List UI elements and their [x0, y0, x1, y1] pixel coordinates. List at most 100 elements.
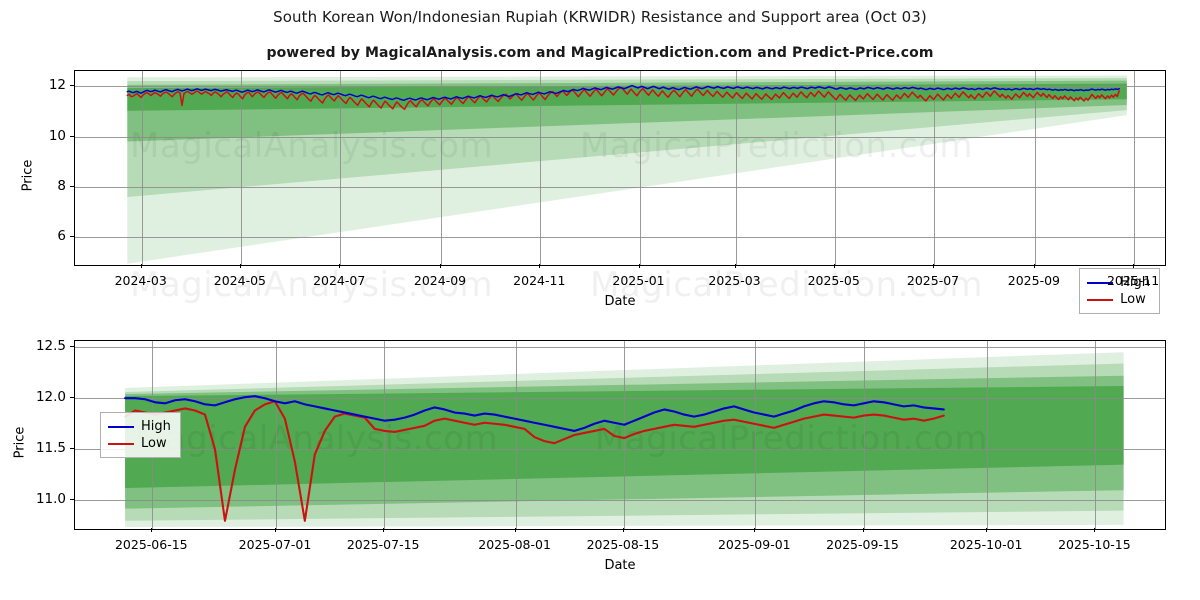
gridline-horizontal: [75, 449, 1165, 451]
legend-swatch-high-icon: [1087, 281, 1114, 284]
lower-legend: High Low: [100, 412, 181, 458]
x-tick-label: 2025-10-15: [1058, 537, 1131, 552]
x-tick-label: 2025-09-15: [826, 537, 899, 552]
legend-label-high: High: [141, 419, 171, 434]
y-tick-label: 11.0: [35, 491, 66, 508]
legend-item-low: Low: [1087, 291, 1150, 308]
gridline-vertical: [540, 71, 542, 265]
x-tick: [275, 528, 276, 532]
x-tick: [986, 528, 988, 532]
upper-plot-area: MagicalAnalysis.com MagicalPrediction.com: [74, 70, 1166, 266]
gridline-vertical: [1095, 341, 1097, 529]
lower-x-axis-title: Date: [604, 558, 636, 573]
series-line-high: [126, 84, 1120, 101]
gridline-vertical: [735, 71, 737, 265]
y-tick: [70, 236, 74, 238]
x-tick: [1133, 264, 1135, 268]
x-tick-label: 2025-10-01: [949, 537, 1023, 552]
series-layer: [126, 84, 1120, 111]
x-tick-label: 2025-07-01: [238, 537, 312, 552]
gridline-horizontal: [75, 500, 1165, 502]
x-tick: [1033, 264, 1035, 268]
y-tick: [70, 185, 74, 187]
gridline-vertical: [384, 341, 386, 529]
x-tick: [539, 264, 541, 268]
y-tick-label: 12: [48, 77, 66, 94]
gridline-vertical: [240, 71, 242, 265]
legend-label-low: Low: [1120, 292, 1146, 307]
x-tick-label: 2025-01: [612, 273, 665, 288]
series-line-high: [124, 395, 945, 432]
x-tick: [440, 264, 441, 268]
gridline-vertical: [834, 71, 836, 265]
x-tick-label: 2025-09-01: [717, 537, 791, 552]
x-tick: [638, 264, 640, 268]
support-resistance-bands: [125, 352, 1124, 527]
x-tick-label: 2025-08-01: [478, 537, 551, 552]
legend-label-low: Low: [141, 436, 167, 451]
gridline-vertical: [987, 341, 989, 529]
legend-swatch-high-icon: [108, 425, 134, 428]
y-tick: [70, 448, 74, 450]
y-tick-label: 6: [57, 228, 66, 245]
upper-legend: High Low: [1079, 268, 1160, 314]
x-tick: [140, 264, 142, 268]
page-title: South Korean Won/Indonesian Rupiah (KRWI…: [273, 8, 927, 26]
x-tick: [734, 264, 736, 268]
x-tick: [151, 528, 153, 532]
y-tick-label: 10: [48, 127, 66, 144]
gridline-horizontal: [75, 347, 1165, 349]
gridline-vertical: [934, 71, 935, 265]
upper-y-axis-title: Price: [20, 159, 36, 192]
y-tick-label: 8: [57, 177, 66, 194]
y-tick-label: 12.0: [35, 389, 66, 406]
lower-chart: MagicalAnalysis.comMagicalPrediction.com…: [12, 338, 1166, 573]
gridline-vertical: [441, 71, 442, 265]
gridline-vertical: [755, 341, 757, 529]
gridline-vertical: [340, 71, 342, 265]
x-tick-label: 2024-07: [313, 273, 366, 288]
x-tick: [239, 264, 241, 268]
upper-x-axis-title: Date: [604, 294, 636, 309]
x-tick-label: 2025-05: [807, 273, 860, 288]
y-tick: [70, 135, 74, 137]
gridline-horizontal: [75, 136, 1165, 138]
x-tick: [622, 528, 624, 532]
lower-y-axis-title: Price: [12, 426, 28, 459]
legend-label-high: High: [1120, 275, 1150, 290]
x-tick-label: 2024-11: [513, 273, 566, 288]
x-tick: [933, 264, 934, 268]
x-tick-label: 2025-06-15: [114, 537, 188, 552]
gridline-horizontal: [75, 398, 1165, 400]
legend-item-high: High: [108, 418, 171, 435]
x-tick-label: 2024-05: [213, 273, 267, 288]
gridline-vertical: [1034, 71, 1036, 265]
page-subtitle: powered by MagicalAnalysis.com and Magic…: [266, 45, 934, 61]
y-tick: [70, 397, 74, 399]
gridline-vertical: [639, 71, 641, 265]
x-tick: [514, 528, 516, 532]
x-tick: [383, 528, 385, 532]
x-tick-label: 2025-07: [906, 273, 960, 288]
gridline-horizontal: [75, 86, 1165, 88]
x-tick-label: 2025-03: [708, 273, 761, 288]
series-layer: [124, 395, 945, 522]
x-tick-label: 2025-07-15: [346, 537, 420, 552]
gridline-vertical: [141, 71, 143, 265]
x-tick: [833, 264, 835, 268]
x-tick-label: 2025-08-15: [586, 537, 660, 552]
gridline-vertical: [276, 341, 277, 529]
x-tick: [862, 528, 864, 532]
gridline-vertical: [515, 341, 517, 529]
gridline-vertical: [1134, 71, 1136, 265]
x-tick-label: 2024-09: [413, 273, 467, 288]
gridline-horizontal: [75, 186, 1165, 188]
upper-chart: MagicalAnalysis.com MagicalPrediction.com…: [20, 70, 1166, 314]
legend-swatch-low-icon: [1087, 298, 1114, 301]
x-tick: [1094, 528, 1096, 532]
gridline-vertical: [863, 341, 865, 529]
legend-item-low: Low: [108, 435, 171, 452]
legend-swatch-low-icon: [108, 442, 134, 445]
y-tick: [70, 499, 74, 501]
